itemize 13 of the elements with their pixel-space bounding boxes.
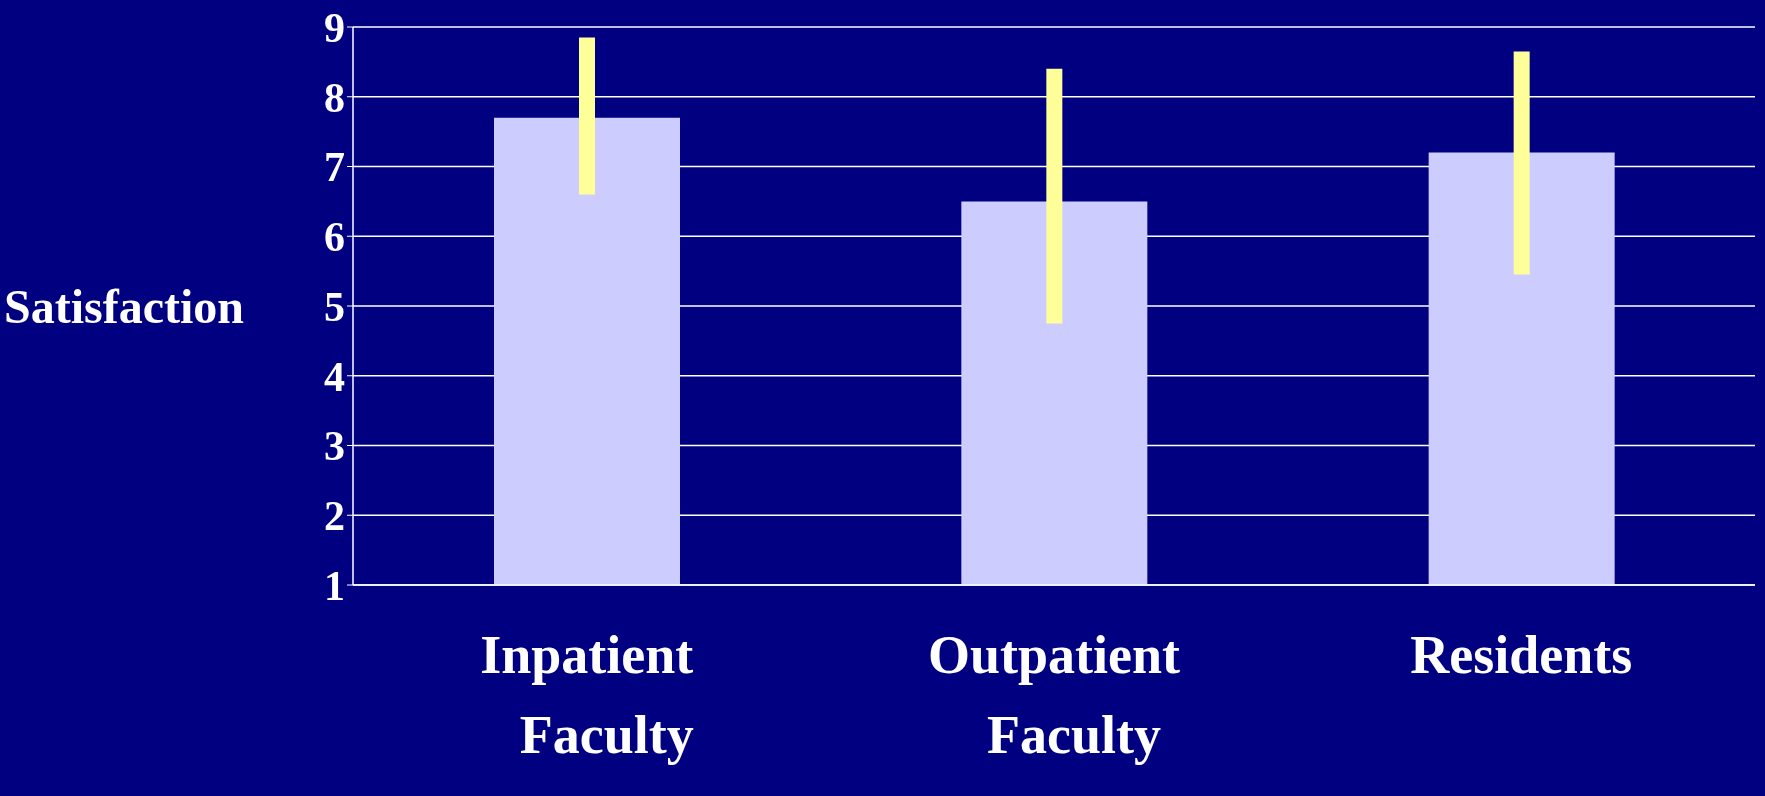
y-tick-label: 7 (324, 144, 345, 191)
x-tick-label: Outpatient Faculty (927, 625, 1181, 765)
x-tick-label: Inpatient Faculty (480, 625, 694, 765)
y-tick-label: 3 (324, 423, 345, 470)
y-axis-title: Satisfaction (4, 280, 244, 334)
y-tick-label: 8 (324, 74, 345, 121)
y-tick-label: 9 (324, 4, 345, 51)
y-tick-label: 1 (324, 562, 345, 609)
x-tick-label: Residents (1410, 625, 1633, 685)
y-tick-label: 5 (324, 283, 345, 330)
y-tick-label: 6 (324, 214, 345, 261)
y-tick-label: 4 (324, 353, 345, 400)
y-tick-label: 2 (324, 493, 345, 540)
